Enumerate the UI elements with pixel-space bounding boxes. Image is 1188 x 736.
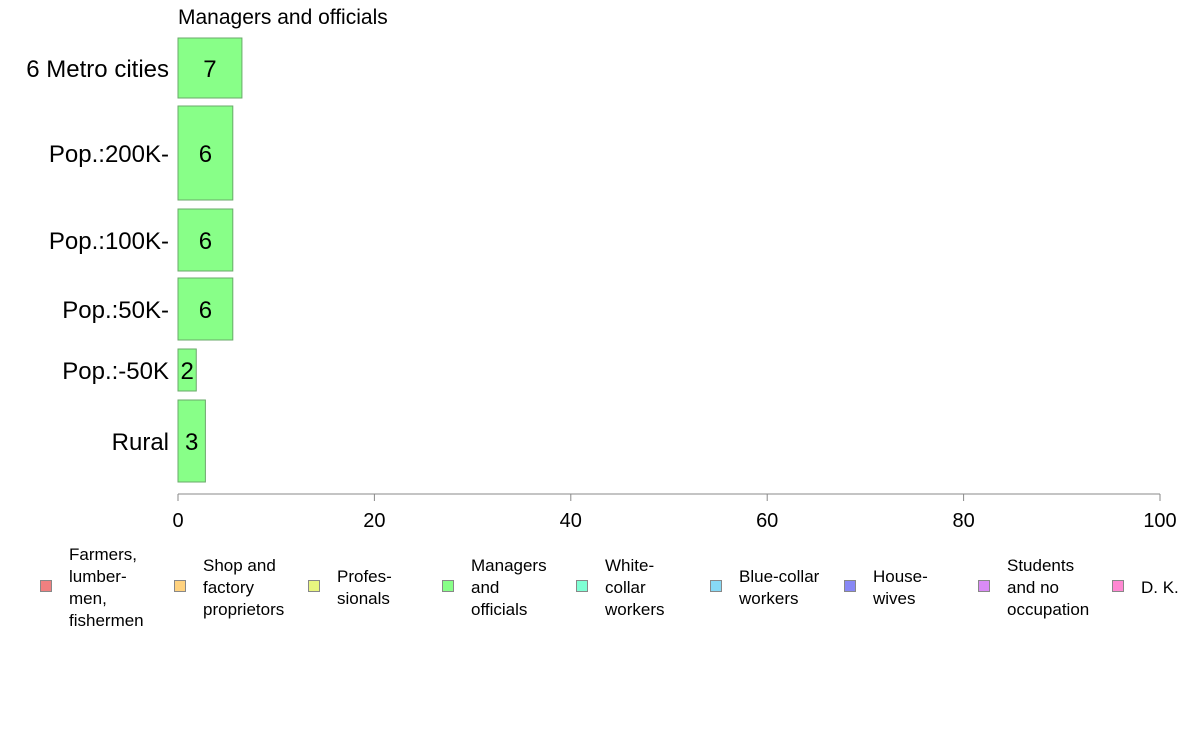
legend-item: Farmers, lumber- men, fishermen [40,540,144,632]
category-label: Pop.:200K- [49,141,169,168]
x-tick-label: 0 [172,510,183,532]
legend-swatch [1112,580,1124,592]
legend-item: Managers and officials [442,540,547,621]
legend-item: Students and no occupation [978,540,1089,621]
category-labels: 6 Metro cities Pop.:200K- Pop.:100K- Pop.:5… [26,56,169,456]
bar [177,277,234,341]
legend-label: Shop and factory proprietors [203,556,285,619]
legend-item: D. K. [1112,540,1179,599]
legend-label: Blue-collar workers [739,567,820,608]
x-tick-label: 20 [363,510,385,532]
legend-item: White- collar workers [576,540,665,621]
legend-label: House- wives [873,567,928,608]
legend-swatch [710,580,722,592]
legend-label: White- collar workers [605,556,665,619]
bar [177,105,234,201]
legend-item: Profes- sionals [308,540,392,610]
legend-label: Managers and officials [471,556,547,619]
bar-chart: Managers and officials 7 6 6 6 2 3 6 Metro ci… [26,6,1177,532]
legend-swatch [174,580,186,592]
legend-swatch [576,580,588,592]
bar [177,348,197,392]
bars-group: 7 6 6 6 2 3 [177,37,243,483]
bar-value-label: 2 [180,358,193,385]
x-tick-label: 80 [952,510,974,532]
bar [177,37,243,99]
legend-swatch [442,580,454,592]
bar-value-label: 7 [203,56,216,83]
bar [177,208,234,272]
bar-value-label: 6 [199,228,212,255]
legend-label: D. K. [1141,578,1179,597]
category-label: Pop.:-50K [62,358,169,385]
bar [177,399,206,483]
bar-value-label: 6 [199,141,212,168]
x-tick-label: 100 [1143,510,1176,532]
x-tick-label: 60 [756,510,778,532]
bar-value-label: 3 [185,429,198,456]
category-label: 6 Metro cities [26,56,169,83]
category-label: Pop.:100K- [49,228,169,255]
legend-swatch [308,580,320,592]
legend-item: Shop and factory proprietors [174,540,284,621]
legend: Farmers, lumber- men, fishermen Shop and … [0,540,1188,640]
legend-label: Students and no occupation [1007,556,1090,619]
legend-item: Blue-collar workers [710,540,819,610]
category-label: Pop.:50K- [62,297,169,324]
chart-title: Managers and officials [178,6,388,29]
legend-swatch [40,580,52,592]
legend-item: House- wives [844,540,928,610]
legend-swatch [844,580,856,592]
x-axis: 0 20 40 60 80 100 [172,493,1177,532]
legend-swatch [978,580,990,592]
category-label: Rural [112,429,169,456]
x-tick-label: 40 [560,510,582,532]
legend-label: Farmers, lumber- men, fishermen [69,545,144,630]
legend-label: Profes- sionals [337,567,392,608]
bar-value-label: 6 [199,297,212,324]
